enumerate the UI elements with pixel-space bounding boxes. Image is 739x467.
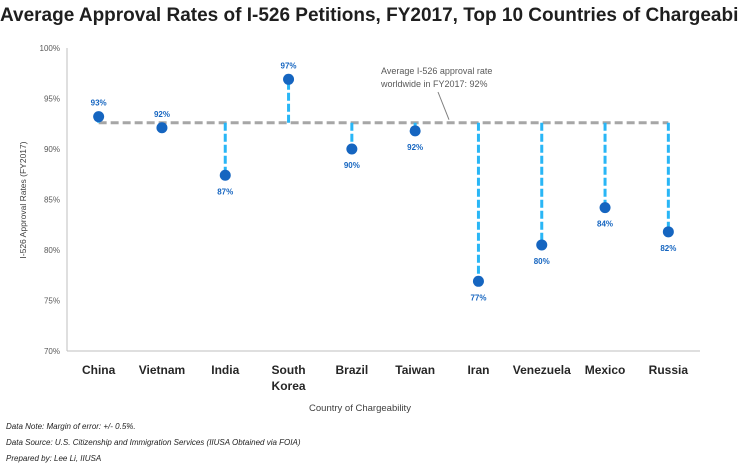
average-annotation-line1: Average I-526 approval rate	[381, 66, 492, 76]
prepared-by-note: Prepared by: Lee Li, IIUSA	[6, 454, 102, 463]
y-tick-label: 80%	[44, 246, 60, 255]
y-tick-label: 70%	[44, 347, 60, 356]
data-point	[219, 169, 231, 181]
x-tick-label-line2: Korea	[272, 379, 306, 393]
x-tick-label: China	[82, 363, 116, 377]
data-point	[599, 202, 611, 214]
data-label: 93%	[91, 99, 107, 108]
data-note: Data Note: Margin of error: +/- 0.5%.	[6, 422, 136, 431]
data-point	[346, 143, 358, 155]
x-tick-label: Vietnam	[139, 363, 185, 377]
average-annotation-pointer	[437, 91, 450, 120]
x-tick-label: Brazil	[336, 363, 369, 377]
x-tick-label: India	[211, 363, 239, 377]
y-axis-title: I-526 Approval Rates (FY2017)	[18, 141, 28, 258]
data-label: 97%	[281, 61, 297, 70]
chart-notes: Data Note: Margin of error: +/- 0.5%. Da…	[6, 419, 300, 467]
data-label: 92%	[154, 110, 170, 119]
x-tick-label: Taiwan	[395, 363, 435, 377]
x-tick-label: Venezuela	[513, 363, 571, 377]
x-tick-label: Mexico	[585, 363, 626, 377]
data-label: 92%	[407, 143, 423, 152]
data-source-note: Data Source: U.S. Citizenship and Immigr…	[6, 438, 301, 447]
x-tick-label: Russia	[649, 363, 689, 377]
x-tick-label: South	[272, 363, 306, 377]
data-point	[409, 125, 421, 137]
data-point	[156, 122, 168, 134]
data-label: 77%	[470, 293, 486, 302]
data-point	[283, 73, 295, 85]
data-point	[472, 275, 484, 287]
data-label: 90%	[344, 161, 360, 170]
y-tick-label: 100%	[40, 44, 60, 53]
y-tick-label: 95%	[44, 95, 60, 104]
x-tick-label: Iran	[467, 363, 489, 377]
data-label: 80%	[534, 257, 550, 266]
data-label: 84%	[597, 220, 613, 229]
average-annotation-line2: worldwide in FY2017: 92%	[380, 79, 488, 89]
data-label: 87%	[217, 187, 233, 196]
y-tick-label: 90%	[44, 145, 60, 154]
data-point	[93, 111, 105, 123]
chart-title: Average Approval Rates of I-526 Petition…	[0, 5, 739, 26]
x-axis-title: Country of Chargeability	[309, 403, 411, 414]
data-label: 82%	[660, 244, 676, 253]
data-point	[536, 239, 548, 251]
y-tick-label: 85%	[44, 196, 60, 205]
data-point	[662, 226, 674, 238]
y-tick-label: 75%	[44, 297, 60, 306]
